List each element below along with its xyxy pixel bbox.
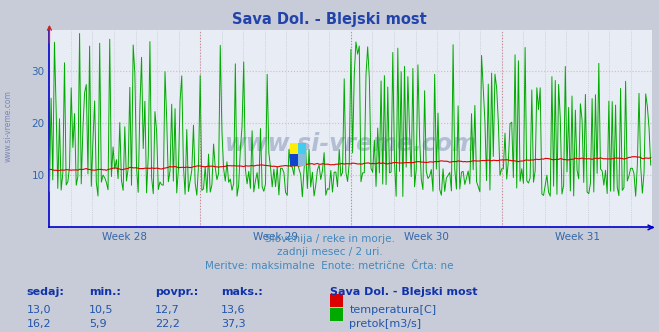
Text: Meritve: maksimalne  Enote: metrične  Črta: ne: Meritve: maksimalne Enote: metrične Črta…	[205, 261, 454, 271]
Text: Sava Dol. - Blejski most: Sava Dol. - Blejski most	[330, 287, 477, 297]
Text: min.:: min.:	[89, 287, 121, 297]
Text: temperatura[C]: temperatura[C]	[349, 305, 436, 315]
Text: 22,2: 22,2	[155, 319, 180, 329]
Text: zadnji mesec / 2 uri.: zadnji mesec / 2 uri.	[277, 247, 382, 257]
Text: 12,7: 12,7	[155, 305, 180, 315]
Text: maks.:: maks.:	[221, 287, 262, 297]
Text: Sava Dol. - Blejski most: Sava Dol. - Blejski most	[232, 12, 427, 27]
Text: 10,5: 10,5	[89, 305, 113, 315]
Text: Slovenija / reke in morje.: Slovenija / reke in morje.	[264, 234, 395, 244]
Text: sedaj:: sedaj:	[26, 287, 64, 297]
Bar	[290, 154, 298, 166]
Text: 13,0: 13,0	[26, 305, 51, 315]
Text: www.si-vreme.com: www.si-vreme.com	[225, 132, 477, 156]
Text: 5,9: 5,9	[89, 319, 107, 329]
Bar	[298, 154, 306, 166]
Text: 13,6: 13,6	[221, 305, 245, 315]
Bar	[290, 143, 298, 154]
Bar	[298, 143, 306, 154]
Text: pretok[m3/s]: pretok[m3/s]	[349, 319, 421, 329]
Text: 16,2: 16,2	[26, 319, 51, 329]
Text: povpr.:: povpr.:	[155, 287, 198, 297]
Text: www.si-vreme.com: www.si-vreme.com	[4, 90, 13, 162]
Text: 37,3: 37,3	[221, 319, 245, 329]
